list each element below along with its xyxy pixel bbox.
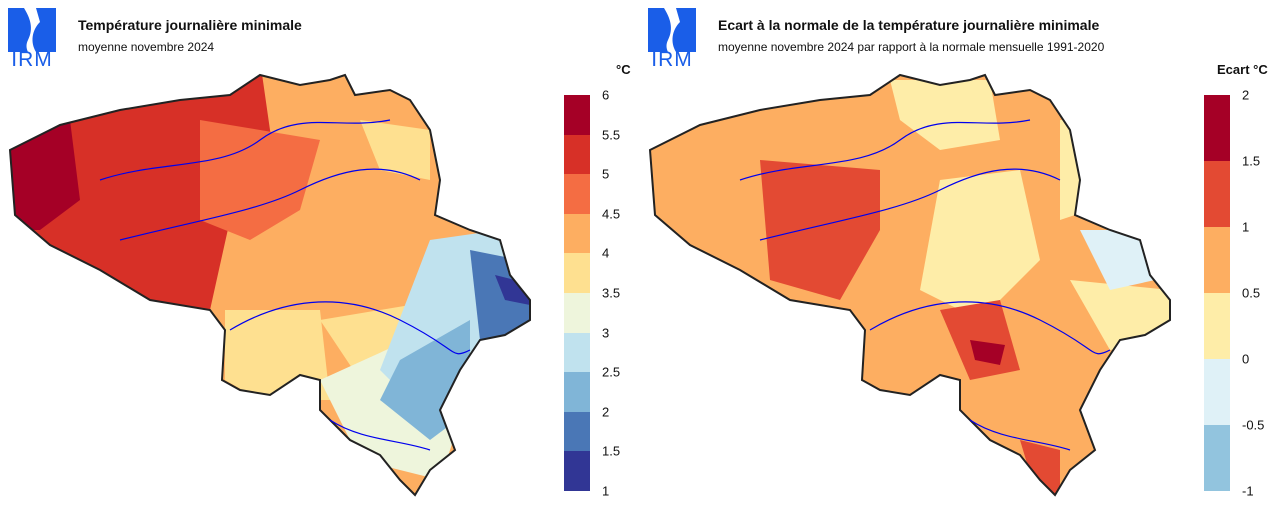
legend-tick-label: 3 xyxy=(602,325,610,341)
map-title: Température journalière minimale xyxy=(78,17,302,33)
legend-swatch xyxy=(1204,161,1230,227)
map-title: Ecart à la normale de la température jou… xyxy=(718,17,1100,33)
legend-swatch xyxy=(1204,227,1230,293)
legend-swatch xyxy=(1204,293,1230,359)
legend-tick-label: 3.5 xyxy=(602,285,621,301)
color-legend: 2 1.5 1 0.5 0 -0.5 -1 xyxy=(1204,88,1264,499)
legend-tick-label: 2.5 xyxy=(602,364,621,380)
legend-tick-label: 1.5 xyxy=(1242,153,1261,169)
legend-swatch xyxy=(564,174,590,214)
legend-swatch xyxy=(564,95,590,135)
legend-swatch xyxy=(564,253,590,293)
legend-tick-label: 4.5 xyxy=(602,206,621,222)
legend-unit: Ecart °C xyxy=(1217,62,1268,77)
legend-swatch xyxy=(1204,95,1230,161)
legend-tick-label: -1 xyxy=(1242,483,1254,499)
legend-unit: °C xyxy=(616,62,631,77)
legend-tick-label: 5.5 xyxy=(602,127,621,143)
legend-tick-label: 6 xyxy=(602,87,610,103)
irm-logo: IRM xyxy=(6,6,58,72)
legend-tick-label: 1 xyxy=(1242,219,1250,235)
legend-tick-label: 1.5 xyxy=(602,443,621,459)
legend-swatch xyxy=(564,213,590,254)
legend-swatch xyxy=(564,332,590,373)
legend-tick-label: -0.5 xyxy=(1242,417,1265,433)
panel-temperature-anomaly: IRM Ecart à la normale de la température… xyxy=(640,0,1280,507)
legend-tick-label: 4 xyxy=(602,245,610,261)
legend-swatch xyxy=(1204,359,1230,425)
color-legend: 6 5.5 5 4.5 4 3.5 3 2.5 2 1.5 1 xyxy=(564,88,620,499)
legend-tick-label: 0.5 xyxy=(1242,285,1261,301)
legend-tick-label: 0 xyxy=(1242,351,1250,367)
panel-min-temperature: IRM Température journalière minimale moy… xyxy=(6,6,631,499)
irm-logo: IRM xyxy=(646,6,698,72)
legend-tick-label: 1 xyxy=(602,483,610,499)
belgium-anomaly-map xyxy=(649,74,1171,496)
legend-swatch xyxy=(564,134,590,175)
map-subtitle: moyenne novembre 2024 par rapport à la n… xyxy=(718,40,1105,54)
legend-swatch xyxy=(1204,425,1230,491)
legend-swatch xyxy=(564,411,590,452)
legend-tick-label: 5 xyxy=(602,166,610,182)
legend-tick-label: 2 xyxy=(602,404,610,420)
legend-swatch xyxy=(564,372,590,412)
legend-swatch xyxy=(564,292,590,333)
legend-swatch xyxy=(564,451,590,491)
map-subtitle: moyenne novembre 2024 xyxy=(78,40,215,54)
belgium-temperature-map xyxy=(9,74,531,496)
legend-tick-label: 2 xyxy=(1242,87,1250,103)
